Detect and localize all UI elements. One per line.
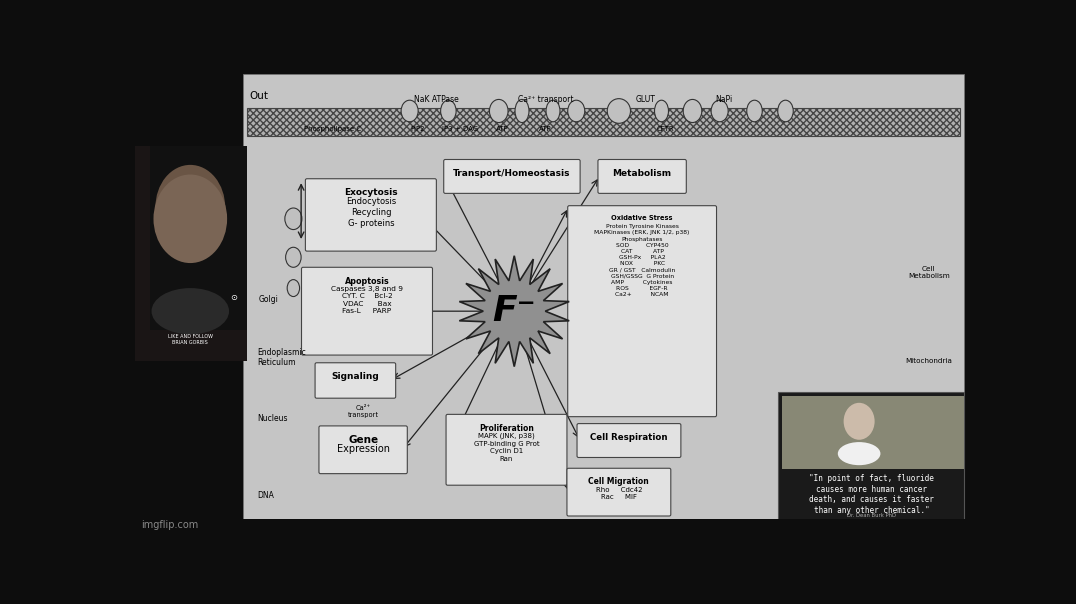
- Text: Phospholipase C: Phospholipase C: [303, 126, 360, 132]
- Text: Cytoskeleton: Cytoskeleton: [905, 485, 952, 491]
- Text: MAPK (JNK, p38)
GTP-binding G Prot
Cyclin D1
Ran: MAPK (JNK, p38) GTP-binding G Prot Cycli…: [473, 433, 539, 462]
- Bar: [134, 519, 968, 538]
- Ellipse shape: [285, 208, 302, 230]
- Bar: [778, 392, 964, 527]
- Ellipse shape: [568, 100, 584, 122]
- Text: PiP2: PiP2: [410, 126, 425, 132]
- Text: Golgi: Golgi: [258, 295, 279, 304]
- Text: Endocytosis
Recycling
G- proteins: Endocytosis Recycling G- proteins: [345, 198, 396, 228]
- FancyBboxPatch shape: [568, 206, 717, 417]
- Ellipse shape: [441, 100, 456, 122]
- Ellipse shape: [683, 100, 702, 123]
- Text: Ca²⁺ transport: Ca²⁺ transport: [518, 95, 574, 104]
- Text: Signaling: Signaling: [331, 372, 379, 381]
- FancyBboxPatch shape: [301, 268, 433, 355]
- Text: Nucleus: Nucleus: [257, 414, 287, 423]
- Text: Expression: Expression: [337, 445, 390, 454]
- Ellipse shape: [654, 100, 668, 122]
- Text: Dr. Dean Burk PhD
Head of Cytochemistry, National
Cancer Institute (40 years): Dr. Dean Burk PhD Head of Cytochemistry,…: [829, 513, 915, 530]
- Text: Proliferation: Proliferation: [479, 423, 534, 432]
- Text: Apoptosis: Apoptosis: [344, 277, 390, 286]
- Ellipse shape: [287, 280, 299, 297]
- Text: Ca²⁺
transport: Ca²⁺ transport: [348, 405, 379, 418]
- Text: Rho     Cdc42
Rac     MIF: Rho Cdc42 Rac MIF: [596, 487, 642, 500]
- Text: Oxidative Stress: Oxidative Stress: [611, 215, 672, 221]
- Text: Cell
Metabolism: Cell Metabolism: [908, 266, 950, 279]
- Text: DNA: DNA: [257, 492, 273, 501]
- Text: Endoplasmic
Reticulum: Endoplasmic Reticulum: [257, 348, 306, 367]
- Text: Caspases 3,8 and 9
CYT. C    Bcl-2
VDAC      Bax
Fas-L     PARP: Caspases 3,8 and 9 CYT. C Bcl-2 VDAC Bax…: [331, 286, 404, 314]
- Ellipse shape: [838, 442, 880, 465]
- Text: imgflip.com: imgflip.com: [141, 520, 198, 530]
- Bar: [246, 108, 960, 136]
- FancyBboxPatch shape: [306, 179, 437, 251]
- Text: Out: Out: [250, 91, 268, 101]
- Text: NaK ATPase: NaK ATPase: [414, 95, 459, 104]
- Ellipse shape: [607, 98, 631, 123]
- Ellipse shape: [515, 100, 529, 123]
- Ellipse shape: [154, 175, 227, 263]
- FancyBboxPatch shape: [598, 159, 686, 193]
- Text: F⁻: F⁻: [493, 294, 536, 328]
- Ellipse shape: [844, 403, 875, 440]
- Text: imgflip.com: imgflip.com: [141, 520, 198, 530]
- Ellipse shape: [546, 100, 560, 122]
- FancyBboxPatch shape: [443, 159, 580, 193]
- Text: Cell Respiration: Cell Respiration: [591, 433, 668, 442]
- Text: ⊙: ⊙: [230, 292, 237, 301]
- Text: IP3 + DAG: IP3 + DAG: [442, 126, 478, 132]
- Ellipse shape: [285, 247, 301, 268]
- Ellipse shape: [155, 165, 225, 249]
- Ellipse shape: [747, 100, 762, 122]
- FancyBboxPatch shape: [567, 468, 670, 516]
- Ellipse shape: [152, 288, 229, 334]
- Text: Metabolism: Metabolism: [612, 169, 671, 178]
- Text: GLUT: GLUT: [636, 95, 656, 104]
- Text: NaPi: NaPi: [714, 95, 732, 104]
- Bar: [243, 74, 964, 535]
- Bar: [150, 146, 246, 330]
- Text: Cell Migration: Cell Migration: [589, 478, 649, 486]
- FancyBboxPatch shape: [577, 423, 681, 457]
- Text: ATP: ATP: [539, 126, 552, 132]
- Ellipse shape: [778, 100, 793, 122]
- Text: "In point of fact, fluoride
causes more human cancer
death, and causes it faster: "In point of fact, fluoride causes more …: [809, 474, 934, 515]
- Text: Protein Tyrosine Kinases
MAPKinases (ERK, JNK 1/2, p38)
Phosphatases
SOD        : Protein Tyrosine Kinases MAPKinases (ERK…: [594, 224, 690, 297]
- Text: Mitochondria: Mitochondria: [905, 358, 952, 364]
- Text: Gene: Gene: [348, 435, 378, 445]
- Text: Exocytosis: Exocytosis: [344, 188, 398, 197]
- Ellipse shape: [711, 100, 728, 122]
- FancyBboxPatch shape: [447, 414, 567, 485]
- Ellipse shape: [401, 100, 419, 122]
- Text: ATP: ATP: [496, 126, 509, 132]
- Bar: [781, 396, 964, 469]
- Ellipse shape: [490, 100, 508, 123]
- FancyBboxPatch shape: [318, 426, 408, 474]
- FancyBboxPatch shape: [315, 363, 396, 398]
- Polygon shape: [459, 255, 569, 367]
- Bar: [134, 146, 246, 361]
- Text: CFTR: CFTR: [656, 126, 675, 132]
- Text: LIKE AND FOLLOW
BRIAN GORBIS: LIKE AND FOLLOW BRIAN GORBIS: [168, 334, 213, 345]
- Text: Transport/Homeostasis: Transport/Homeostasis: [453, 169, 570, 178]
